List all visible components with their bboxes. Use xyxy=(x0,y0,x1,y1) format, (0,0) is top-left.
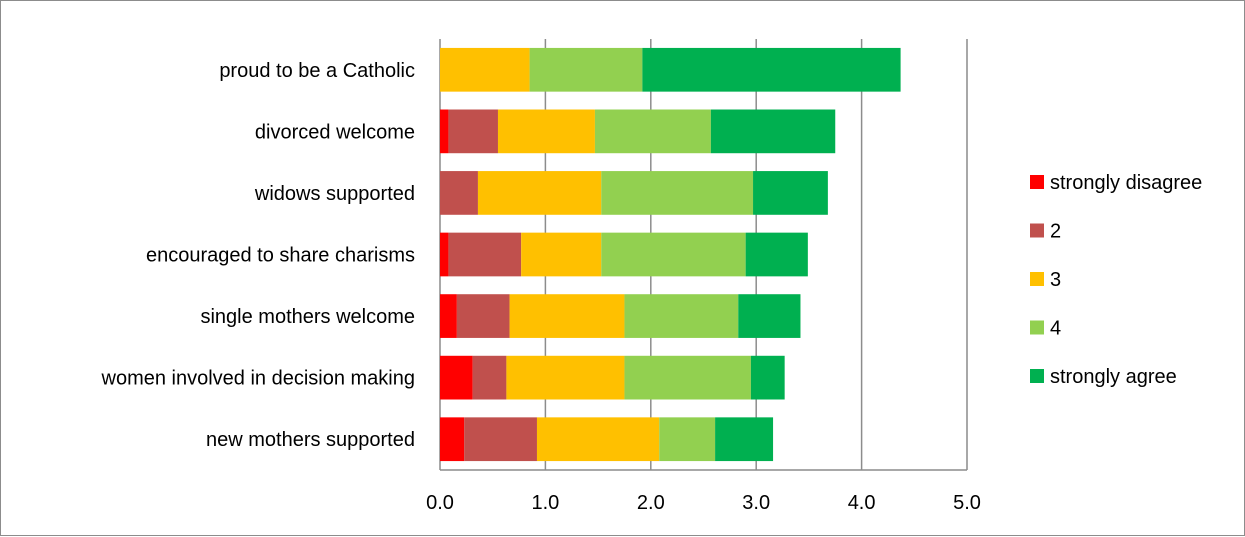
bar-6-3 xyxy=(659,417,716,462)
x-tick-label-3: 3.0 xyxy=(742,492,770,514)
bar-2-2 xyxy=(477,171,602,215)
bar-2-4 xyxy=(753,171,828,215)
category-label-2: widows supported xyxy=(254,183,415,205)
bar-3-4 xyxy=(745,232,808,277)
bar-3-1 xyxy=(448,232,522,277)
x-tick-label-5: 5.0 xyxy=(953,492,981,514)
bar-4-2 xyxy=(509,294,625,338)
bar-2-3 xyxy=(601,171,754,215)
bar-1-0 xyxy=(440,109,449,154)
category-label-5: women involved in decision making xyxy=(101,368,416,390)
bar-5-1 xyxy=(472,355,507,400)
x-tick-label-1: 1.0 xyxy=(531,492,559,514)
bar-1-2 xyxy=(497,109,595,154)
legend-label-3: 4 xyxy=(1050,318,1061,340)
legend-swatch-1 xyxy=(1030,223,1044,238)
category-label-1: divorced welcome xyxy=(255,121,415,143)
bar-5-4 xyxy=(750,355,785,400)
bar-3-0 xyxy=(440,232,449,277)
bar-0-2 xyxy=(440,47,530,92)
bar-3-3 xyxy=(601,232,746,277)
legend-swatch-2 xyxy=(1030,272,1044,286)
bar-5-3 xyxy=(624,355,751,400)
bar-4-4 xyxy=(738,294,801,338)
legend-label-4: strongly agree xyxy=(1050,366,1177,388)
bar-4-0 xyxy=(440,294,457,338)
legend-swatch-0 xyxy=(1030,175,1044,189)
bar-5-0 xyxy=(440,355,473,400)
bar-0-4 xyxy=(642,47,901,92)
legend-swatch-3 xyxy=(1030,320,1044,335)
bar-5-2 xyxy=(506,355,625,400)
bar-1-1 xyxy=(448,109,498,154)
bar-4-3 xyxy=(624,294,739,338)
bar-0-3 xyxy=(529,47,643,92)
x-tick-label-4: 4.0 xyxy=(848,492,876,514)
legend-label-2: 3 xyxy=(1050,269,1061,291)
bar-6-0 xyxy=(440,417,465,462)
bar-6-2 xyxy=(536,417,660,462)
legend-swatch-4 xyxy=(1030,369,1044,383)
category-label-4: single mothers welcome xyxy=(200,306,415,328)
category-label-0: proud to be a Catholic xyxy=(219,60,415,82)
bar-3-2 xyxy=(521,232,602,277)
bar-1-4 xyxy=(710,109,836,154)
category-label-3: encouraged to share charisms xyxy=(146,245,415,267)
bar-6-1 xyxy=(464,417,537,462)
legend-label-0: strongly disagree xyxy=(1050,172,1202,194)
bar-2-1 xyxy=(440,171,478,215)
category-label-6: new mothers supported xyxy=(206,429,415,451)
legend-label-1: 2 xyxy=(1050,221,1061,243)
x-tick-label-2: 2.0 xyxy=(637,492,665,514)
x-tick-label-0: 0.0 xyxy=(426,492,454,514)
bar-4-1 xyxy=(456,294,510,338)
bar-1-3 xyxy=(594,109,711,154)
bar-6-4 xyxy=(715,417,774,462)
